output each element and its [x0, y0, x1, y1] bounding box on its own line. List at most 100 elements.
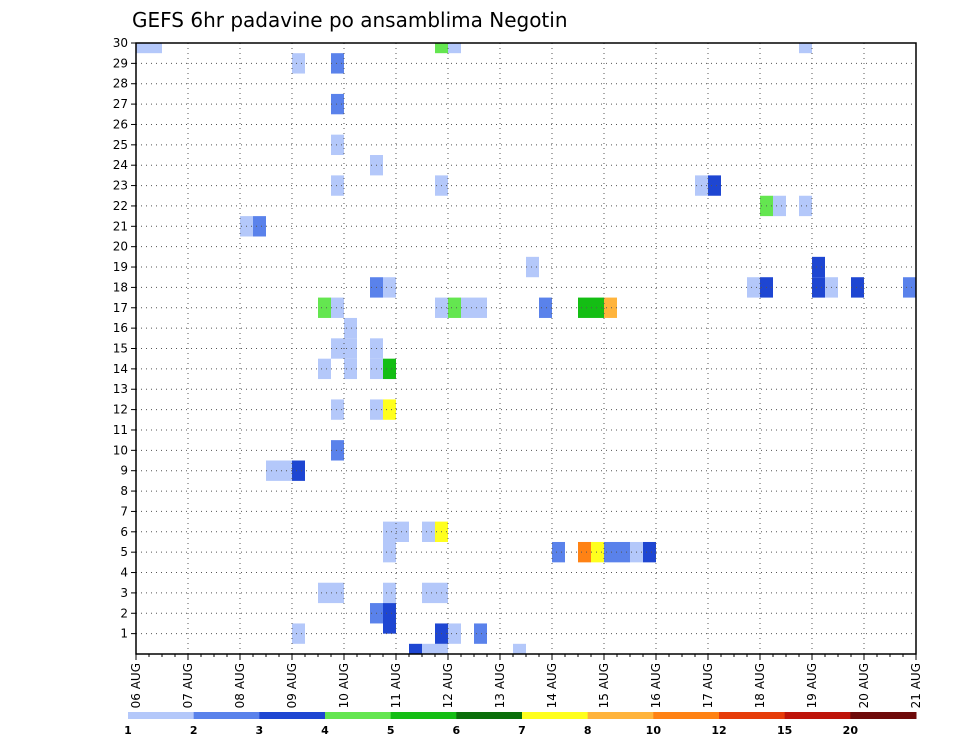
precip-cell [578, 297, 591, 318]
legend-swatch [850, 712, 917, 719]
y-tick-label: 21 [113, 219, 128, 233]
y-tick-label: 15 [113, 342, 128, 356]
legend-swatch [587, 712, 654, 719]
precip-cell [617, 541, 630, 563]
precip-cell [331, 399, 344, 420]
y-tick-label: 13 [113, 382, 128, 396]
legend-swatch [128, 712, 195, 719]
precipitation-cells [136, 43, 916, 654]
precip-cell [331, 297, 344, 318]
precip-cell [552, 541, 565, 563]
precip-cell [383, 613, 396, 634]
y-tick-label: 2 [120, 606, 128, 620]
x-tick-label: 07 AUG [181, 663, 195, 708]
precip-cell [253, 216, 266, 237]
precip-cell [591, 297, 604, 318]
legend: 1 2 3 4 5 6 7 8 10 12 15 20 [124, 712, 917, 737]
x-tick-label: 17 AUG [701, 663, 715, 708]
precip-cell [383, 399, 396, 420]
y-tick-label: 18 [113, 280, 128, 294]
x-tick-label: 14 AUG [545, 663, 559, 708]
y-tick-label: 27 [113, 97, 128, 111]
legend-label: 6 [453, 724, 461, 737]
precip-cell [344, 317, 357, 339]
x-tick-label: 13 AUG [493, 663, 507, 708]
legend-label: 1 [124, 724, 132, 737]
precip-cell [448, 623, 461, 644]
precip-cell [318, 297, 331, 318]
legend-label: 15 [777, 724, 792, 737]
y-tick-label: 11 [113, 423, 128, 437]
precip-cell [318, 358, 331, 380]
legend-label: 12 [711, 724, 726, 737]
precip-cell [292, 460, 305, 481]
legend-swatch [456, 712, 523, 719]
legend-label: 3 [256, 724, 264, 737]
x-tick-label: 20 AUG [857, 663, 871, 708]
y-tick-label: 14 [113, 362, 128, 376]
y-tick-label: 8 [120, 484, 128, 498]
precip-cell [422, 582, 435, 604]
legend-swatch [653, 712, 720, 719]
precip-cell [474, 297, 487, 318]
x-tick-label: 15 AUG [597, 663, 611, 708]
y-tick-label: 23 [113, 179, 128, 193]
precip-cell [409, 643, 422, 654]
y-tick-label: 16 [113, 321, 128, 335]
y-tick-label: 28 [113, 77, 128, 91]
precip-cell [422, 643, 435, 654]
x-tick-label: 06 AUG [129, 663, 143, 708]
legend-label: 5 [387, 724, 395, 737]
y-tick-label: 3 [120, 586, 128, 600]
precip-cell [474, 623, 487, 644]
y-tick-label: 20 [113, 240, 128, 254]
legend-label: 7 [518, 724, 526, 737]
y-tick-label: 4 [120, 566, 128, 580]
precip-cell [383, 521, 396, 542]
y-tick-label: 1 [120, 627, 128, 641]
y-tick-label: 25 [113, 138, 128, 152]
precip-cell [526, 256, 539, 278]
y-tick-label: 12 [113, 403, 128, 417]
y-tick-label: 6 [120, 525, 128, 539]
legend-label: 4 [321, 724, 329, 737]
precip-cell [383, 277, 396, 298]
precip-cell [422, 521, 435, 542]
precip-cell [747, 277, 760, 298]
precip-cell [136, 43, 149, 54]
precip-cell [331, 53, 344, 74]
precip-cell [643, 541, 656, 563]
chart-title: GEFS 6hr padavine po ansamblima Negotin [132, 8, 568, 32]
y-tick-label: 22 [113, 199, 128, 213]
legend-label: 8 [584, 724, 592, 737]
y-tick-label: 29 [113, 56, 128, 70]
precip-cell [331, 93, 344, 115]
precip-cell [331, 175, 344, 196]
precip-cell [149, 43, 162, 54]
precip-cell [799, 43, 812, 54]
precip-cell [799, 195, 812, 217]
y-tick-label: 19 [113, 260, 128, 274]
precip-cell [903, 277, 916, 298]
y-tick-label: 24 [113, 158, 128, 172]
precip-cell [604, 297, 617, 318]
precip-cell [578, 541, 591, 563]
legend-swatch [784, 712, 851, 719]
precip-cell [435, 43, 448, 54]
legend-label: 2 [190, 724, 198, 737]
x-tick-label: 19 AUG [805, 663, 819, 708]
precip-cell [383, 358, 396, 380]
precip-cell [331, 582, 344, 604]
x-tick-label: 21 AUG [909, 663, 923, 708]
precip-cell [448, 297, 461, 318]
precip-cell [812, 256, 825, 278]
legend-swatch [325, 712, 392, 719]
legend-swatch [390, 712, 457, 719]
x-axis: 06 AUG 07 AUG 08 AUG 09 AUG 10 AUG 11 AUG 12 A… [129, 654, 923, 708]
precip-cell [279, 460, 292, 481]
x-tick-label: 11 AUG [389, 663, 403, 708]
precip-cell [812, 277, 825, 298]
precip-cell [331, 440, 344, 461]
precip-cell [318, 582, 331, 604]
